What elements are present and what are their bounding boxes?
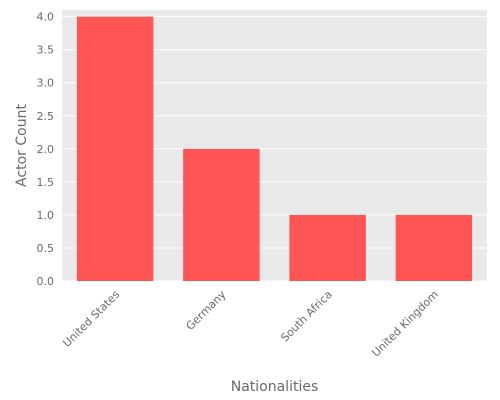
x-axis-ticks: United States Germany South Africa United K… xyxy=(60,288,441,360)
y-tick-label: 3.5 xyxy=(37,44,55,57)
y-tick-label: 3.0 xyxy=(37,77,55,90)
y-tick-label: 0.0 xyxy=(37,275,55,288)
y-axis-ticks: 0.0 0.5 1.0 1.5 2.0 2.5 3.0 3.5 4.0 xyxy=(37,11,55,288)
y-axis-label: Actor Count xyxy=(14,104,30,187)
y-tick-label: 1.0 xyxy=(37,209,55,222)
y-tick-label: 2.0 xyxy=(37,143,55,156)
bar-united-states xyxy=(76,16,154,282)
x-tick-label: United States xyxy=(60,288,122,350)
y-tick-label: 2.5 xyxy=(37,110,55,123)
y-tick-label: 4.0 xyxy=(37,11,55,24)
y-tick-label: 0.5 xyxy=(37,242,55,255)
y-tick-label: 1.5 xyxy=(37,176,55,189)
x-tick-label: Germany xyxy=(184,288,229,333)
bar-south-africa xyxy=(289,214,366,281)
bar-united-kingdom xyxy=(395,214,473,281)
x-tick-label: South Africa xyxy=(278,288,334,344)
x-tick-label: United Kingdom xyxy=(369,288,441,360)
x-axis-label: Nationalities xyxy=(231,379,319,395)
bars xyxy=(76,16,473,282)
bar-germany xyxy=(183,148,260,281)
